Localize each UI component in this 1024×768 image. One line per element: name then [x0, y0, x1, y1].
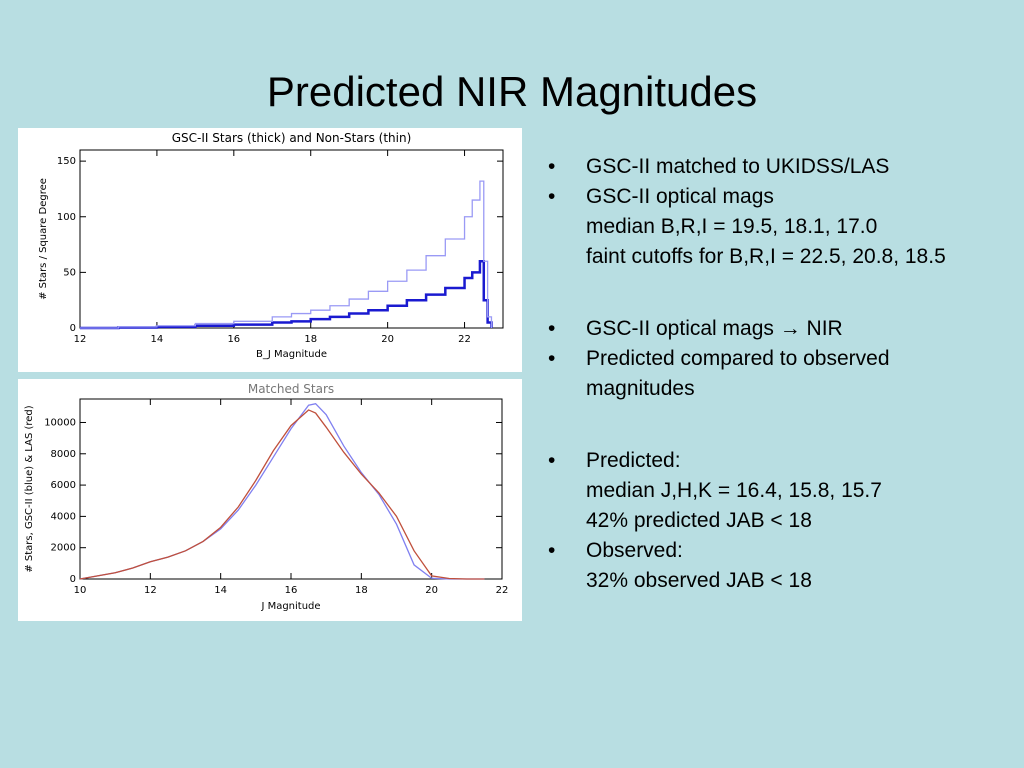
y-tick-label: 2000 — [51, 543, 76, 554]
series-line — [79, 409, 485, 580]
chart-matched-stars: Matched Stars 10 12 14 16 18 20 22 0 2000 4000 6000… — [24, 382, 509, 612]
x-tick-label: 22 — [458, 334, 471, 345]
bullet-line: median B,R,I = 19.5, 18.1, 17.0 — [586, 215, 878, 238]
x-tick-label: 20 — [381, 334, 394, 345]
plot-frame — [79, 149, 504, 329]
x-axis-label: J Magnitude — [260, 601, 320, 612]
x-tick-label: 14 — [151, 334, 164, 345]
bullet-item: Predicted compared to observed magnitude… — [548, 344, 988, 404]
y-tick-label: 100 — [57, 212, 76, 223]
chart-stars-nonstars: GSC-II Stars (thick) and Non-Stars (thin… — [38, 131, 504, 360]
bullet-list: GSC-II matched to UKIDSS/LAS GSC-II opti… — [548, 152, 988, 596]
bullet-item: Predicted: median J,H,K = 16.4, 15.8, 15… — [548, 446, 988, 536]
bullet-line: 32% observed JAB < 18 — [586, 569, 812, 592]
x-tick-label: 12 — [144, 585, 157, 596]
x-tick-label: 18 — [355, 585, 368, 596]
chart-title: GSC-II Stars (thick) and Non-Stars (thin… — [172, 131, 412, 145]
y-tick-label: 4000 — [51, 511, 76, 522]
y-tick-label: 0 — [70, 323, 76, 334]
y-tick-label: 8000 — [51, 449, 76, 460]
x-tick-label: 22 — [496, 585, 509, 596]
x-tick-label: 16 — [285, 585, 298, 596]
chart-title: Matched Stars — [248, 382, 334, 396]
y-axis-label: # Stars / Square Degree — [38, 178, 49, 300]
x-tick-label: 14 — [214, 585, 227, 596]
x-tick-label: 20 — [425, 585, 438, 596]
bullet-item: GSC-II optical mags median B,R,I = 19.5,… — [548, 182, 988, 272]
chart-panel-stars-nonstars: GSC-II Stars (thick) and Non-Stars (thin… — [18, 128, 522, 372]
series-line — [80, 260, 493, 330]
bullet-item: GSC-II matched to UKIDSS/LAS — [548, 152, 988, 182]
bullet-line: GSC-II optical mags — [586, 185, 774, 208]
x-axis-label: B_J Magnitude — [256, 349, 327, 360]
y-axis-label: # Stars, GSC-II (blue) & LAS (red) — [24, 405, 35, 572]
x-tick-label: 12 — [74, 334, 87, 345]
bullet-item: Observed: 32% observed JAB < 18 — [548, 536, 988, 596]
y-tick-label: 50 — [63, 267, 76, 278]
y-tick-label: 150 — [57, 156, 76, 167]
y-tick-label: 0 — [70, 574, 76, 585]
y-tick-label: 6000 — [51, 480, 76, 491]
bullet-line: GSC-II optical mags → NIR — [586, 317, 843, 340]
bullet-item: GSC-II optical mags → NIR — [548, 314, 988, 344]
bullet-line: GSC-II matched to UKIDSS/LAS — [586, 155, 890, 178]
x-tick-label: 10 — [74, 585, 87, 596]
bullet-line: Predicted compared to observed magnitude… — [586, 347, 890, 400]
x-tick-label: 16 — [227, 334, 240, 345]
slide-title: Predicted NIR Magnitudes — [266, 68, 758, 115]
bullet-line: Predicted: — [586, 449, 681, 472]
series-line — [79, 402, 485, 580]
x-tick-label: 18 — [304, 334, 317, 345]
series-line — [80, 180, 493, 329]
bullet-line: 42% predicted JAB < 18 — [586, 509, 812, 532]
chart-panel-matched-stars: Matched Stars 10 12 14 16 18 20 22 0 2000 4000 6000… — [18, 379, 522, 621]
bullet-line: median J,H,K = 16.4, 15.8, 15.7 — [586, 479, 882, 502]
bullet-line: faint cutoffs for B,R,I = 22.5, 20.8, 18… — [586, 245, 946, 268]
y-tick-label: 10000 — [44, 417, 76, 428]
bullet-line: Observed: — [586, 539, 683, 562]
